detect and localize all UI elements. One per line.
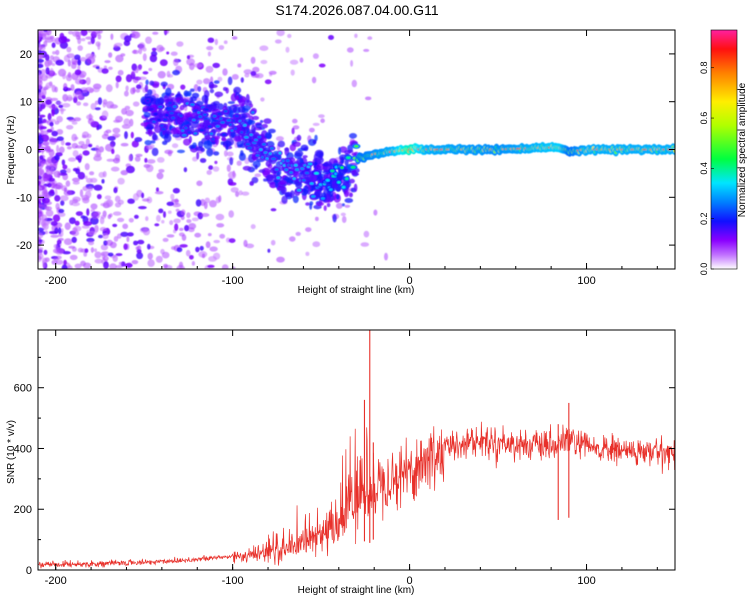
x-tick-label: -100 xyxy=(222,275,244,287)
y-tick-label: 400 xyxy=(14,443,32,455)
colorbar-tick-label: 0.6 xyxy=(699,112,709,125)
spectrogram-y-ticks: -20 -10 0 10 20 xyxy=(16,49,675,252)
colorbar-label: Normalized spectral amplitude xyxy=(737,82,748,217)
colorbar-ticks: 0.0 0.2 0.4 0.6 0.8 xyxy=(699,61,714,275)
x-tick-label: 100 xyxy=(577,275,595,287)
x-tick-label: -100 xyxy=(222,575,244,587)
colorbar-tick-label: 0.0 xyxy=(699,263,709,276)
y-tick-label: 600 xyxy=(14,383,32,395)
colorbar-frame xyxy=(710,29,738,270)
figure-title: S174.2026.087.04.00.G11 xyxy=(275,2,438,18)
snr-x-axis-label: Height of straight line (km) xyxy=(298,585,415,596)
snr-panel: -200 -100 0 100 0 200 400 600 Height of straig… xyxy=(6,329,676,596)
spectrogram-noise-blobs xyxy=(38,30,388,269)
x-tick-label: 0 xyxy=(407,275,413,287)
colorbar-tick-label: 0.2 xyxy=(699,212,709,225)
y-tick-label: 200 xyxy=(14,504,32,516)
spectrogram-x-axis-label: Height of straight line (km) xyxy=(298,285,415,296)
x-tick-label: 100 xyxy=(577,575,595,587)
y-tick-label: 10 xyxy=(20,97,32,109)
y-tick-label: 20 xyxy=(20,49,32,61)
y-tick-label: 0 xyxy=(26,145,32,157)
spectrogram-plot-area xyxy=(38,30,675,269)
colorbar-gradient xyxy=(711,30,737,269)
x-tick-label: 0 xyxy=(407,575,413,587)
y-tick-label: 0 xyxy=(26,565,32,577)
x-tick-label: -200 xyxy=(45,275,67,287)
colorbar-tick-label: 0.4 xyxy=(699,162,709,175)
snr-y-axis-label: SNR (10 * v/v) xyxy=(6,420,17,484)
snr-plot-area xyxy=(38,330,675,569)
spectrogram-y-axis-label: Frequency (Hz) xyxy=(6,116,17,185)
snr-y-ticks: 0 200 400 600 xyxy=(14,356,675,577)
snr-frame xyxy=(37,329,676,571)
colorbar-tick-label: 0.8 xyxy=(699,61,709,74)
y-tick-label: -20 xyxy=(16,240,32,252)
spectrogram-x-ticks: -200 -100 0 100 xyxy=(45,30,658,287)
snr-x-ticks: -200 -100 0 100 xyxy=(45,330,658,587)
x-tick-label: -200 xyxy=(45,575,67,587)
y-tick-label: -10 xyxy=(16,192,32,204)
spectrogram-ridge xyxy=(140,69,675,223)
colorbar: 0.0 0.2 0.4 0.6 0.8 Normalized spectral ampl… xyxy=(699,29,748,275)
